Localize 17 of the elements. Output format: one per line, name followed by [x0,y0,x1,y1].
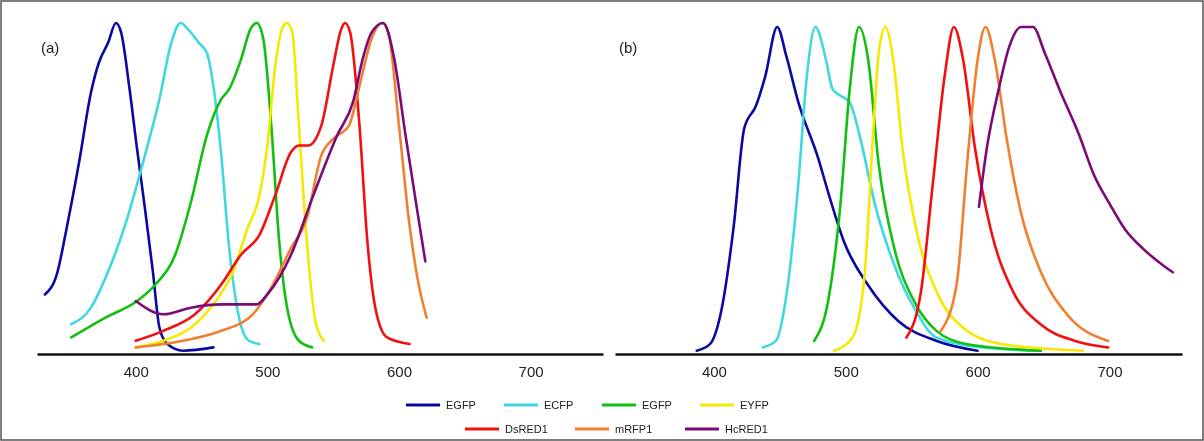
x-tick-label: 600 [386,362,412,380]
legend-label: EGFP [642,399,672,411]
x-tick-label: 500 [255,362,281,380]
x-tick-label: 400 [123,362,149,380]
legend-label: DsRED1 [505,423,548,435]
text: (a) [41,39,60,56]
x-tick-label: 400 [701,362,727,380]
x-tick-label: 700 [1097,362,1123,380]
x-tick-label: 500 [833,362,859,380]
legend-label: mRFP1 [615,423,653,435]
text: (b) [619,39,638,56]
legend-label: ECFP [544,399,574,411]
x-tick-label: 700 [518,362,544,380]
legend-label: EGFP [446,399,476,411]
x-tick-label: 600 [965,362,991,380]
legend-label: HcRED1 [725,423,768,435]
legend-label: EYFP [740,399,769,411]
